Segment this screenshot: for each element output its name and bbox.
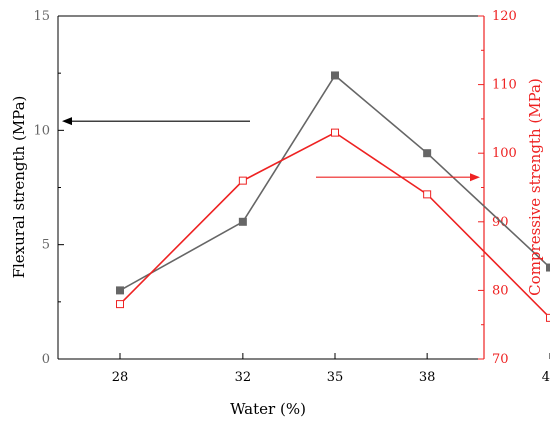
flexural-data-point [331, 71, 339, 80]
left-tick-label: 15 [33, 9, 50, 24]
compressive-data-point [546, 313, 550, 322]
x-tick-label: 42 [542, 370, 550, 385]
right-tick-label: 80 [492, 283, 509, 298]
right-axis-title: Compressive strength (MPa) [526, 78, 544, 296]
right-tick-label: 110 [492, 78, 517, 93]
left-tick-label: 0 [42, 352, 50, 367]
flexural-series-line [119, 74, 550, 292]
right-pointer-arrow-head [470, 173, 480, 182]
series-layer [116, 71, 550, 322]
left-pointer-arrow-head [62, 117, 72, 126]
left-tick-label: 10 [33, 123, 50, 138]
compressive-data-point [331, 128, 339, 137]
x-axis-title: Water (%) [230, 400, 306, 418]
x-tick-label: 35 [327, 370, 344, 385]
compressive-data-point [423, 190, 432, 199]
flexural-data-point [116, 286, 124, 295]
compressive-series-line [119, 131, 550, 319]
x-tick-label: 32 [235, 370, 252, 385]
x-axis-ticks: 28 32 35 38 42 [112, 353, 550, 385]
flexural-data-point [546, 263, 550, 272]
compressive-data-point [238, 176, 247, 185]
left-tick-label: 5 [42, 238, 50, 253]
x-tick-label: 28 [112, 370, 129, 385]
compressive-data-point [116, 300, 124, 309]
right-tick-label: 70 [492, 352, 509, 367]
flexural-data-point [238, 217, 247, 226]
right-tick-label: 120 [492, 9, 517, 24]
x-tick-label: 38 [419, 370, 436, 385]
left-axis-title: Flexural strength (MPa) [10, 96, 28, 279]
annotation-layer [62, 117, 480, 182]
flexural-data-point [423, 149, 432, 158]
right-tick-label: 100 [492, 146, 517, 161]
left-axis-ticks: 0 5 10 15 [33, 9, 64, 367]
